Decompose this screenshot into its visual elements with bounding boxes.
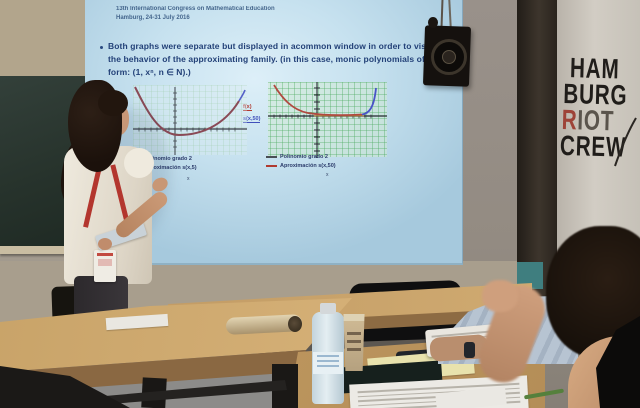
legend-label: Aproximación s(x,50) bbox=[280, 162, 336, 169]
legend-label: Polinomio grado 2 bbox=[144, 156, 192, 162]
right-graph-function-labels: f(x) s(x,50) bbox=[243, 104, 261, 128]
presenter-sleeve bbox=[124, 148, 154, 178]
approximation-line-swatch bbox=[266, 164, 277, 167]
right-graph-legend: Polinomio grado 2 Aproximación s(x,50) bbox=[266, 154, 336, 169]
legend-label: Aproximación s(x,5) bbox=[144, 164, 197, 171]
x-axis-label: x bbox=[326, 172, 329, 178]
conference-date: Hamburg, 24-31 July 2016 bbox=[116, 14, 190, 21]
left-graph bbox=[133, 85, 247, 155]
coffee-cup bbox=[343, 314, 365, 371]
approximation-label: s(x,50) bbox=[243, 116, 261, 123]
legend-label: Polinomio grado 2 bbox=[280, 154, 328, 160]
legend-row: Polinomio grado 2 bbox=[266, 154, 336, 160]
graffiti-line: CREW bbox=[559, 130, 627, 163]
speaker-cone-center bbox=[442, 50, 456, 64]
badge-text-area bbox=[98, 259, 112, 266]
bullet-point-icon bbox=[100, 46, 103, 49]
left-wall bbox=[0, 0, 90, 84]
speaker-mount bbox=[428, 17, 438, 28]
conference-name: 13th International Congress on Mathemati… bbox=[116, 6, 275, 12]
chalk-tray bbox=[0, 246, 88, 254]
slide-bullet-text: Both graphs were separate but displayed … bbox=[108, 41, 451, 77]
water-bottle-label bbox=[313, 352, 343, 374]
slide-conference-header: 13th International Congress on Mathemati… bbox=[116, 5, 346, 22]
poster-tube-opening bbox=[288, 316, 302, 332]
x-axis-label: x bbox=[187, 176, 190, 182]
foreground-raised-hand bbox=[482, 280, 518, 312]
legend-row: Aproximación s(x,50) bbox=[266, 163, 336, 169]
graffiti-swoosh bbox=[614, 117, 637, 167]
presenter-hair-fringe bbox=[98, 90, 128, 116]
function-label: f(x) bbox=[243, 104, 252, 111]
conference-badge bbox=[94, 250, 116, 282]
badge-header bbox=[97, 253, 113, 256]
wristwatch bbox=[464, 342, 475, 358]
water-bottle-cap bbox=[320, 303, 336, 314]
presenter-left-hand bbox=[98, 238, 112, 250]
polynomial-line-swatch bbox=[266, 156, 277, 158]
right-graph bbox=[268, 82, 387, 158]
